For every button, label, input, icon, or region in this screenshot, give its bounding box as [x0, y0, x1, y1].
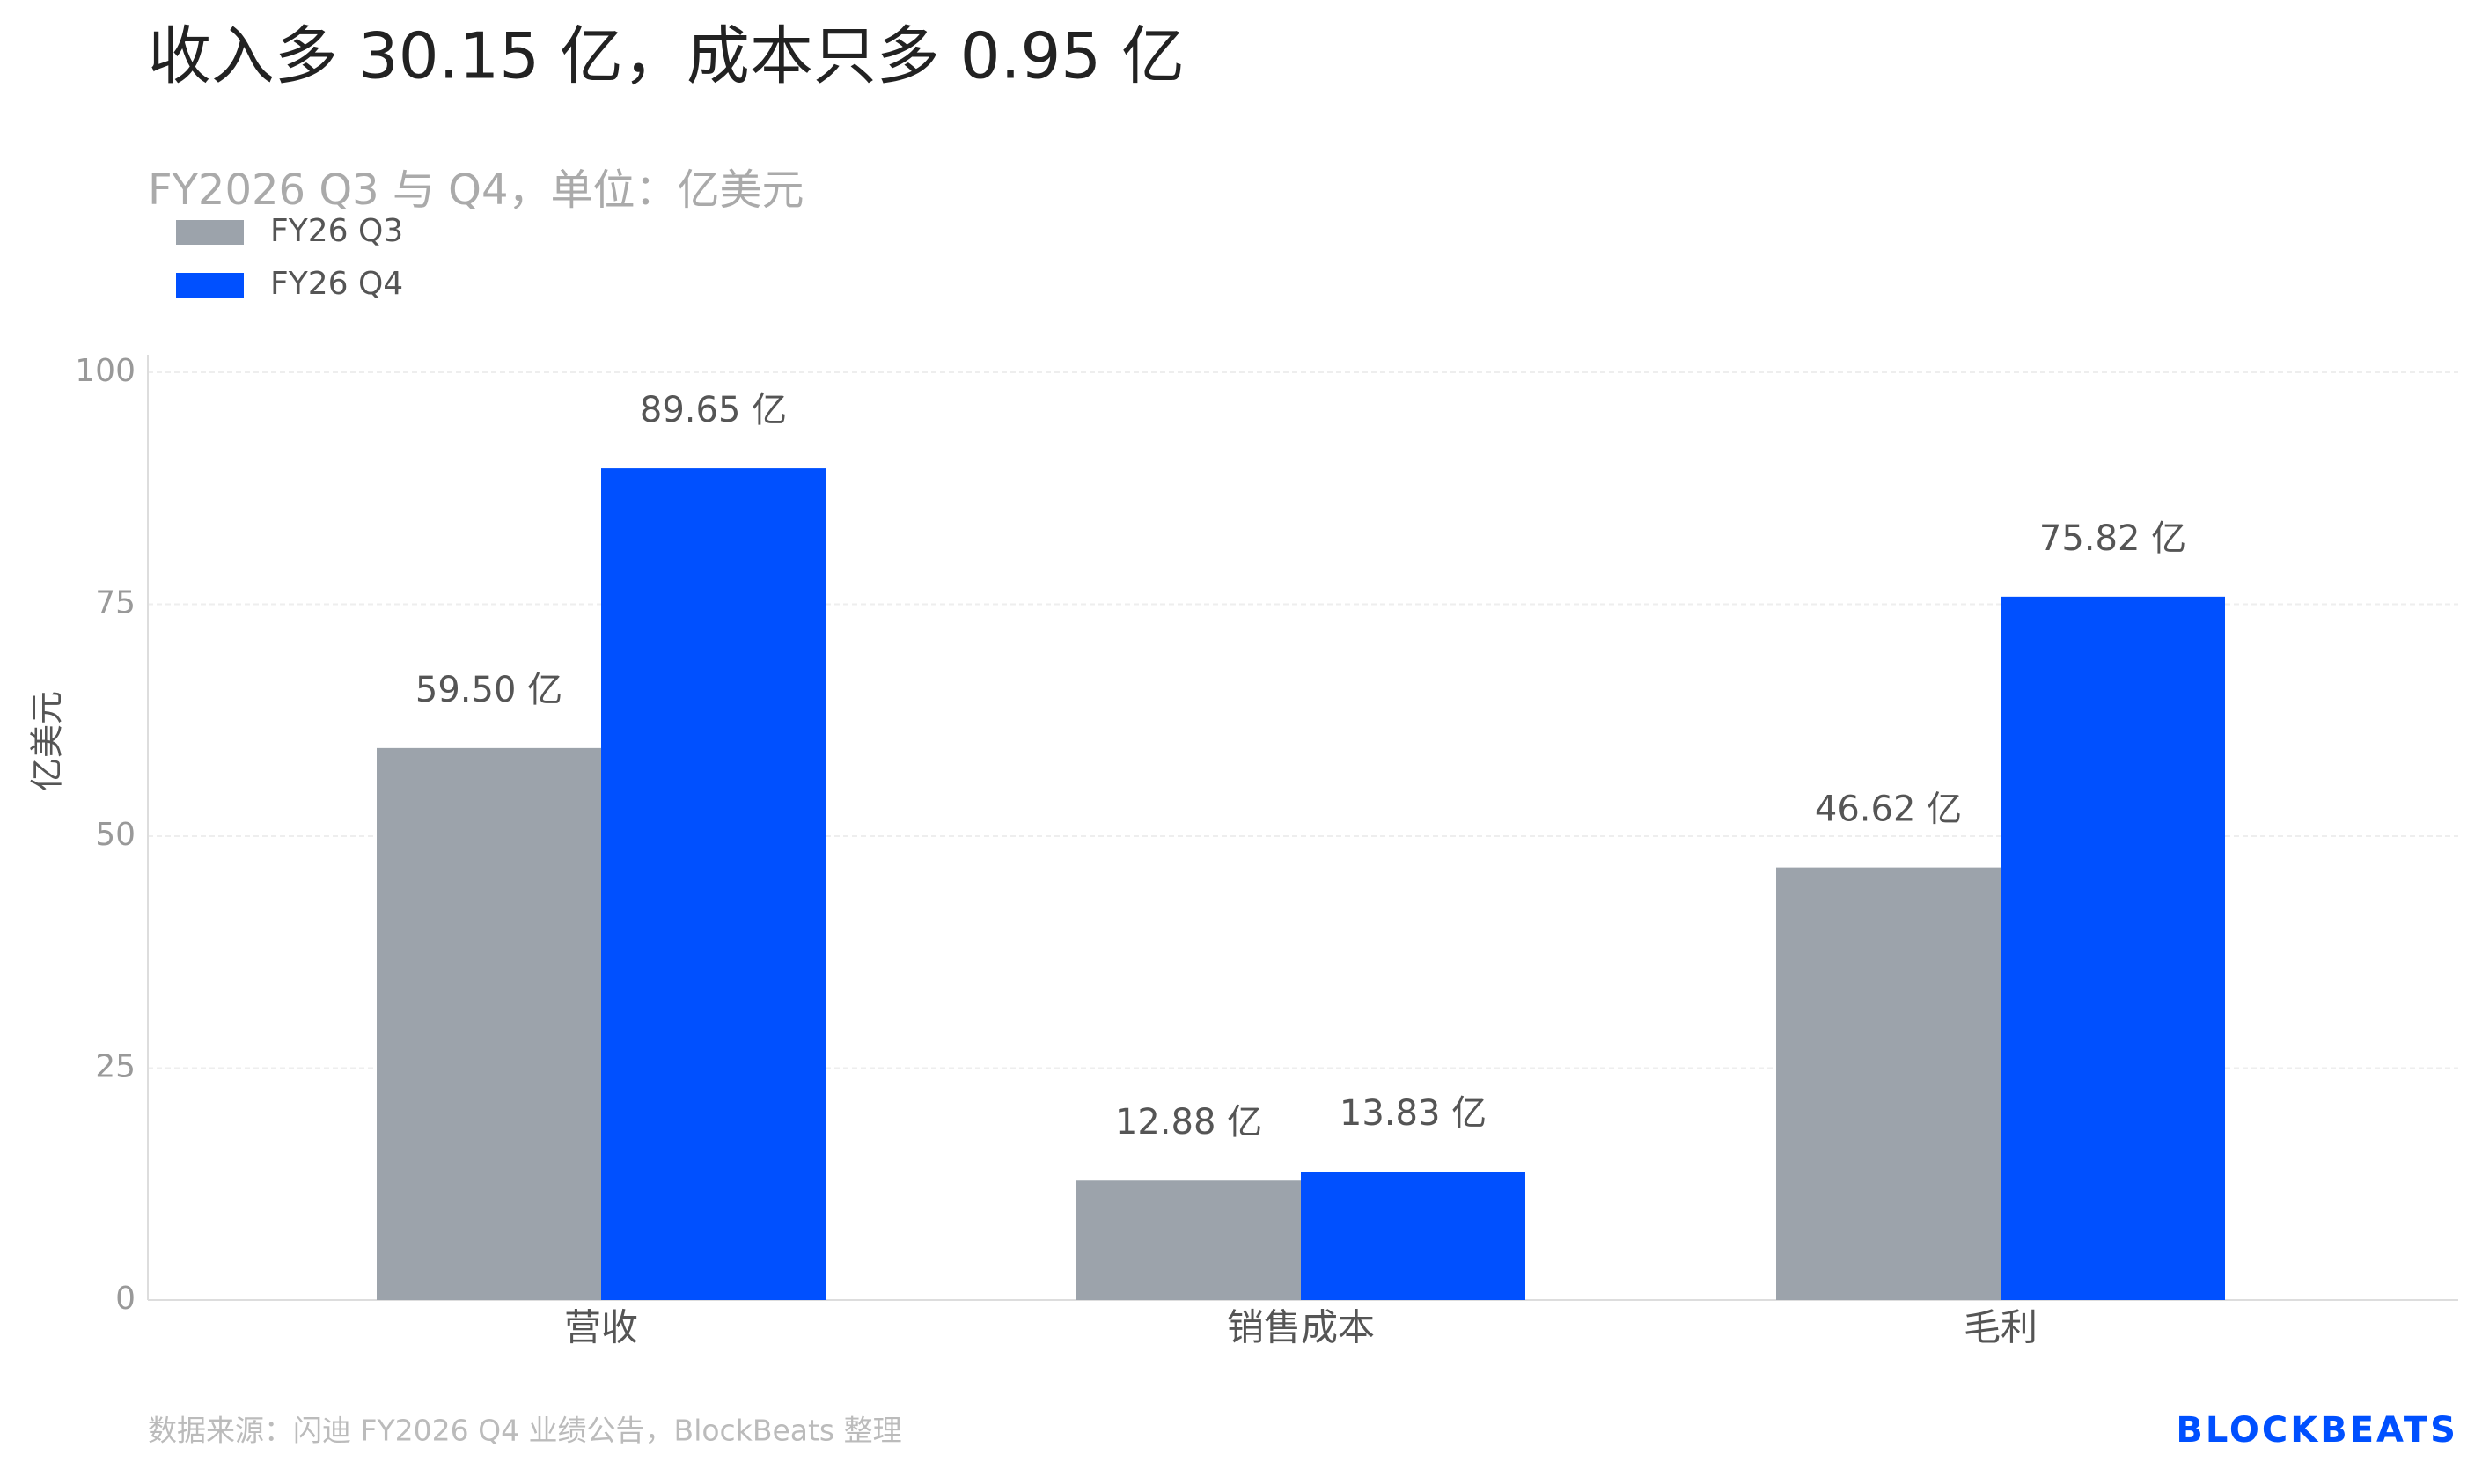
- bar: [1301, 1172, 1525, 1300]
- y-tick-label: 25: [95, 1049, 136, 1085]
- y-tick-label: 75: [95, 585, 136, 621]
- value-label: 59.50 亿: [415, 670, 562, 710]
- x-tick-label: 营收: [564, 1306, 638, 1349]
- chart-subtitle: FY2026 Q3 与 Q4，单位：亿美元: [148, 165, 804, 215]
- bar: [377, 747, 601, 1300]
- legend-label: FY26 Q3: [270, 213, 403, 249]
- y-tick-label: 0: [115, 1281, 136, 1317]
- chart-title: 收入多 30.15 亿，成本只多 0.95 亿: [148, 19, 1185, 93]
- value-label: 12.88 亿: [1115, 1102, 1262, 1142]
- legend-label: FY26 Q4: [270, 266, 403, 302]
- value-label: 89.65 亿: [640, 390, 787, 430]
- value-label: 13.83 亿: [1340, 1093, 1487, 1134]
- source-note: 数据来源：闪迪 FY2026 Q4 业绩公告，BlockBeats 整理: [148, 1414, 902, 1448]
- value-label: 46.62 亿: [1815, 790, 1962, 830]
- bar: [1076, 1180, 1301, 1300]
- legend-swatch: [176, 220, 244, 245]
- y-tick-label: 100: [75, 353, 136, 389]
- value-label: 75.82 亿: [2039, 518, 2186, 559]
- bar: [601, 468, 826, 1300]
- legend-swatch: [176, 273, 244, 298]
- y-tick-label: 50: [95, 817, 136, 853]
- x-tick-label: 毛利: [1964, 1306, 2038, 1349]
- logo: BLOCKBEATS: [2176, 1410, 2458, 1451]
- x-tick-label: 销售成本: [1227, 1306, 1375, 1349]
- bar: [1776, 867, 2001, 1300]
- y-axis-label: 亿美元: [28, 691, 67, 791]
- bar: [2001, 596, 2225, 1300]
